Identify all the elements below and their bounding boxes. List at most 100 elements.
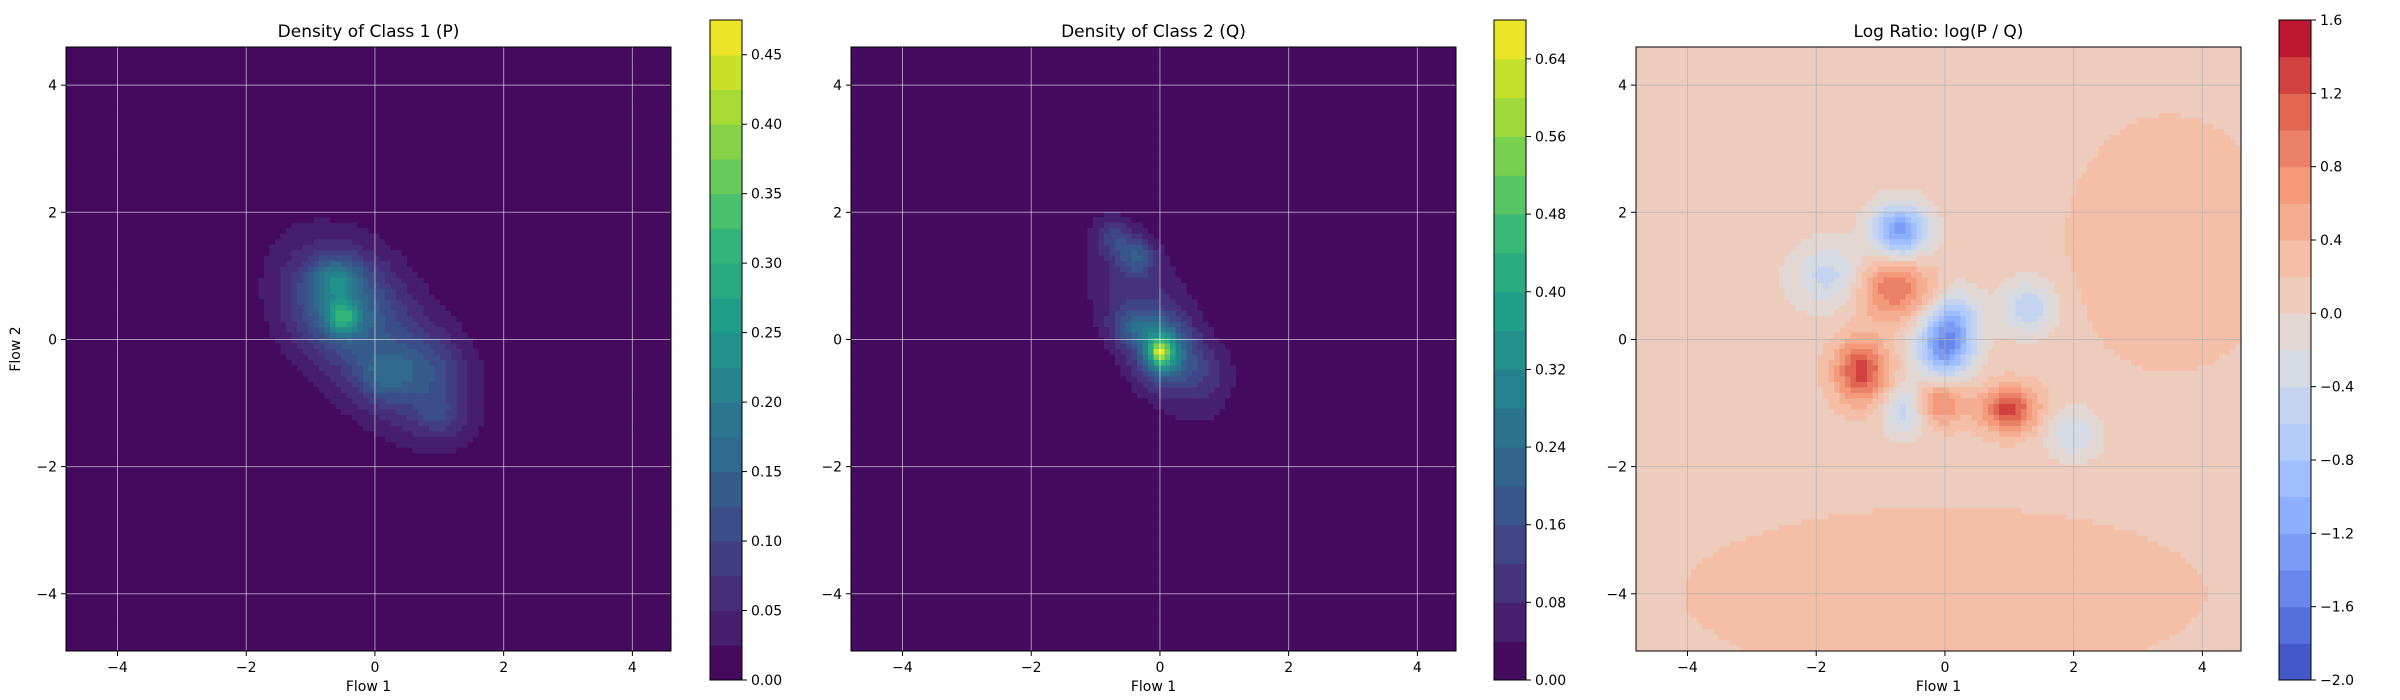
heatmap-cell: [423, 145, 430, 152]
heatmap-cell: [275, 52, 282, 59]
heatmap-cell: [126, 68, 133, 76]
heatmap-cell: [154, 68, 161, 76]
heatmap-cell: [484, 184, 491, 191]
heatmap-cell: [616, 206, 623, 213]
heatmap-cell: [66, 277, 73, 284]
heatmap-cell: [297, 222, 304, 229]
heatmap-cell: [533, 134, 540, 141]
heatmap-cell: [506, 211, 513, 218]
heatmap-cell: [247, 96, 254, 103]
heatmap-cell: [511, 189, 518, 196]
heatmap-cell: [187, 57, 194, 65]
heatmap-cell: [324, 52, 331, 59]
heatmap-cell: [489, 288, 496, 295]
heatmap-cell: [319, 239, 326, 246]
heatmap-cell: [385, 239, 392, 246]
heatmap-cell: [478, 272, 485, 279]
heatmap-cell: [374, 162, 381, 169]
heatmap-cell: [638, 112, 645, 119]
heatmap-cell: [82, 189, 89, 196]
heatmap-cell: [148, 101, 155, 108]
heatmap-cell: [407, 195, 414, 202]
heatmap-cell: [110, 200, 117, 207]
heatmap-cell: [632, 288, 639, 295]
heatmap-cell: [467, 255, 474, 262]
heatmap-cell: [577, 222, 584, 229]
heatmap-cell: [566, 162, 573, 169]
heatmap-cell: [638, 74, 645, 81]
heatmap-cell: [385, 255, 392, 262]
heatmap-cell: [225, 178, 232, 185]
heatmap-cell: [390, 101, 397, 108]
heatmap-cell: [528, 173, 535, 180]
heatmap-cell: [231, 140, 238, 147]
heatmap-cell: [511, 85, 518, 92]
heatmap-cell: [341, 184, 348, 191]
heatmap-cell: [643, 85, 650, 92]
heatmap-cell: [220, 206, 227, 213]
heatmap-cell: [594, 118, 601, 125]
heatmap-cell: [528, 244, 535, 251]
heatmap-cell: [308, 145, 315, 152]
heatmap-cell: [291, 277, 298, 284]
heatmap-cell: [291, 244, 298, 251]
heatmap-cell: [533, 173, 540, 180]
heatmap-cell: [423, 112, 430, 119]
heatmap-cell: [599, 101, 606, 108]
heatmap-cell: [324, 162, 331, 169]
heatmap-cell: [434, 101, 441, 108]
heatmap-cell: [352, 167, 359, 174]
heatmap-cell: [104, 145, 111, 152]
heatmap-cell: [203, 239, 210, 246]
heatmap-cell: [308, 244, 315, 251]
heatmap-cell: [165, 178, 172, 185]
heatmap-cell: [181, 140, 188, 147]
heatmap-cell: [627, 57, 634, 65]
heatmap-cell: [478, 189, 485, 196]
heatmap-cell: [374, 101, 381, 108]
heatmap-cell: [649, 151, 656, 158]
heatmap-cell: [495, 118, 502, 125]
heatmap-cell: [352, 112, 359, 119]
heatmap-cell: [594, 184, 601, 191]
heatmap-cell: [407, 140, 414, 147]
heatmap-cell: [148, 244, 155, 251]
heatmap-cell: [401, 178, 408, 185]
heatmap-cell: [302, 79, 309, 87]
heatmap-cell: [346, 90, 353, 98]
heatmap-cell: [616, 200, 623, 207]
heatmap-cell: [374, 184, 381, 191]
heatmap-cell: [225, 261, 232, 268]
heatmap-cell: [291, 261, 298, 268]
heatmap-cell: [522, 101, 529, 108]
heatmap-cell: [616, 222, 623, 229]
heatmap-cell: [550, 140, 557, 147]
heatmap-cell: [66, 228, 73, 235]
heatmap-cell: [440, 239, 447, 246]
heatmap-cell: [495, 217, 502, 224]
heatmap-cell: [605, 189, 612, 196]
heatmap-cell: [511, 255, 518, 262]
heatmap-cell: [511, 244, 518, 251]
heatmap-cell: [528, 151, 535, 158]
heatmap-cell: [297, 101, 304, 108]
heatmap-cell: [275, 195, 282, 202]
heatmap-cell: [511, 206, 518, 213]
heatmap-cell: [390, 261, 397, 268]
heatmap-cell: [550, 90, 557, 98]
heatmap-cell: [280, 250, 287, 257]
heatmap-cell: [539, 200, 546, 207]
heatmap-cell: [264, 266, 271, 273]
heatmap-cell: [280, 195, 287, 202]
heatmap-cell: [115, 277, 122, 284]
heatmap-cell: [654, 266, 661, 273]
heatmap-cell: [247, 162, 254, 169]
heatmap-cell: [517, 184, 524, 191]
heatmap-cell: [352, 173, 359, 180]
heatmap-cell: [82, 283, 89, 290]
heatmap-cell: [104, 167, 111, 174]
heatmap-cell: [77, 63, 84, 70]
heatmap-cell: [148, 178, 155, 185]
heatmap-cell: [605, 151, 612, 158]
heatmap-cell: [379, 101, 386, 108]
